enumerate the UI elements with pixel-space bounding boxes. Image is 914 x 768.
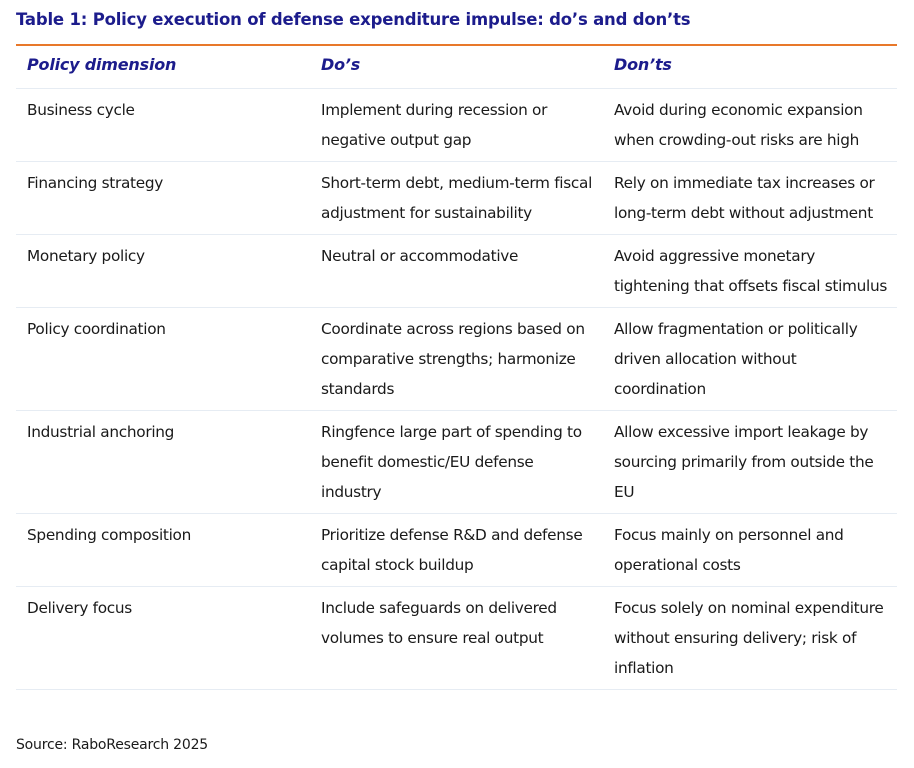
header-donts: Don’ts <box>603 47 897 89</box>
cell-dimension: Delivery focus <box>16 586 310 690</box>
cell-donts: Focus mainly on personnel and operationa… <box>603 513 897 587</box>
table-row: Spending composition Prioritize defense … <box>16 513 897 587</box>
cell-dos: Implement during recession or negative o… <box>310 88 603 162</box>
table-header-row: Policy dimension Do’s Don’ts <box>16 47 897 89</box>
cell-dos: Include safeguards on delivered volumes … <box>310 586 603 690</box>
cell-donts: Avoid during economic expansion when cro… <box>603 88 897 162</box>
cell-dos: Prioritize defense R&D and defense capit… <box>310 513 603 587</box>
cell-dos: Coordinate across regions based on compa… <box>310 307 603 411</box>
cell-dimension: Policy coordination <box>16 307 310 411</box>
cell-donts: Allow fragmentation or politically drive… <box>603 307 897 411</box>
cell-donts: Focus solely on nominal expenditure with… <box>603 586 897 690</box>
cell-dos: Neutral or accommodative <box>310 234 603 308</box>
cell-dimension: Financing strategy <box>16 161 310 235</box>
table-title: Table 1: Policy execution of defense exp… <box>16 10 691 29</box>
cell-dimension: Spending composition <box>16 513 310 587</box>
header-dos: Do’s <box>310 47 603 89</box>
header-policy-dimension: Policy dimension <box>16 47 310 89</box>
cell-dimension: Monetary policy <box>16 234 310 308</box>
cell-dimension: Business cycle <box>16 88 310 162</box>
cell-donts: Allow excessive import leakage by sourci… <box>603 410 897 514</box>
cell-dos: Ringfence large part of spending to bene… <box>310 410 603 514</box>
cell-dimension: Industrial anchoring <box>16 410 310 514</box>
title-divider <box>16 44 897 46</box>
cell-donts: Avoid aggressive monetary tightening tha… <box>603 234 897 308</box>
source-note: Source: RaboResearch 2025 <box>16 737 208 753</box>
cell-dos: Short-term debt, medium-term fiscal adju… <box>310 161 603 235</box>
table-row: Delivery focus Include safeguards on del… <box>16 586 897 690</box>
table-row: Monetary policy Neutral or accommodative… <box>16 234 897 308</box>
table-row: Business cycle Implement during recessio… <box>16 88 897 162</box>
cell-donts: Rely on immediate tax increases or long-… <box>603 161 897 235</box>
table-row: Policy coordination Coordinate across re… <box>16 307 897 411</box>
table-row: Industrial anchoring Ringfence large par… <box>16 410 897 514</box>
table-row: Financing strategy Short-term debt, medi… <box>16 161 897 235</box>
policy-table: Policy dimension Do’s Don’ts Business cy… <box>16 47 897 690</box>
